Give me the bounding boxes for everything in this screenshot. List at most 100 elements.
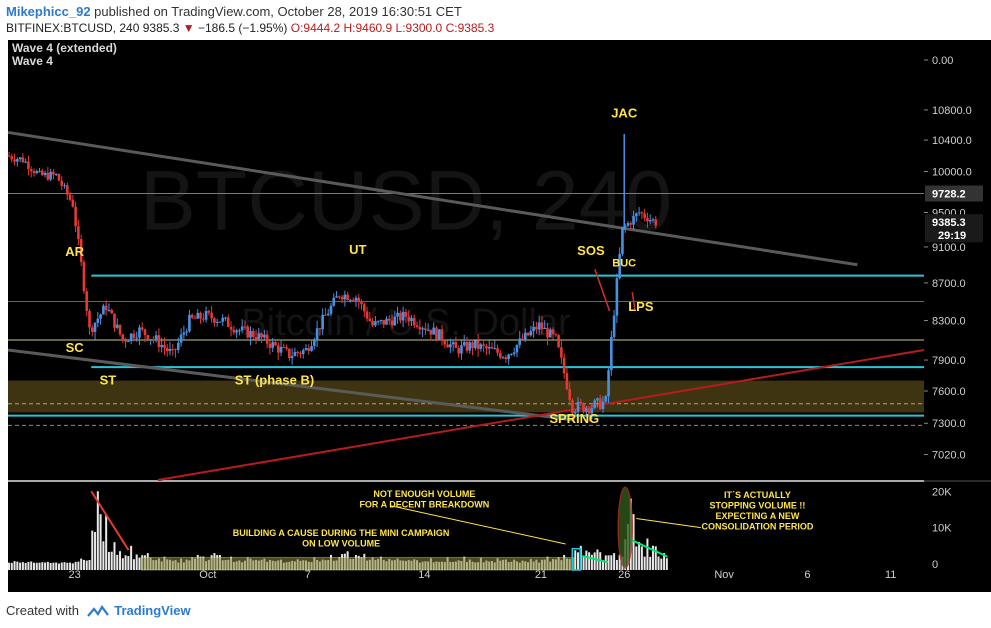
candle-body — [504, 357, 508, 360]
candle-body — [18, 157, 22, 160]
last-price: 9385.3 — [142, 21, 180, 35]
candle — [193, 315, 197, 319]
candle — [374, 315, 377, 327]
candle-body — [435, 327, 438, 340]
candle — [468, 339, 472, 354]
candle-body — [507, 354, 510, 360]
candle-body — [615, 278, 619, 316]
candle — [290, 348, 294, 365]
candle — [168, 341, 172, 356]
candle — [246, 325, 250, 339]
candle — [576, 397, 580, 417]
candle-body — [379, 319, 383, 322]
candle-body — [332, 297, 336, 306]
price-pane — [8, 40, 924, 480]
candle — [282, 343, 286, 348]
volume-bar — [610, 555, 613, 570]
price-tick-label: 8300.0 — [932, 316, 966, 328]
high-value: H:9460.9 — [343, 21, 393, 35]
candle-body — [135, 337, 138, 339]
annotation-spring: SPRING — [549, 411, 599, 426]
price-chart[interactable]: BTCUSD, 240 Bitcoin / U.S. Dollar NOT ENOU… — [0, 40, 991, 592]
candle-body — [60, 180, 64, 186]
candle — [429, 329, 433, 341]
candle-body — [152, 339, 155, 341]
candle-body — [387, 318, 391, 321]
candle-body — [174, 349, 177, 351]
candle — [68, 191, 72, 202]
candle-body — [282, 346, 286, 348]
candles-group — [7, 152, 658, 422]
candle-body — [149, 339, 152, 341]
candle-body — [293, 351, 297, 357]
candle-body — [27, 161, 30, 170]
candle — [393, 310, 397, 326]
price-tick-label: 7600.0 — [932, 386, 966, 398]
candle — [621, 226, 624, 257]
candle — [24, 158, 27, 164]
candle-body — [404, 311, 408, 317]
candle — [426, 323, 430, 331]
spring-volume-line — [582, 555, 608, 564]
candle — [232, 325, 236, 335]
candle-body — [610, 336, 613, 371]
candle — [585, 405, 588, 417]
publisher-name[interactable]: Mikephicc_92 — [6, 4, 91, 19]
candle — [49, 168, 52, 182]
volume-bar — [24, 562, 27, 570]
volume-decline-line — [90, 490, 130, 551]
candle-body — [457, 348, 460, 354]
candle — [32, 168, 36, 177]
candle-body — [479, 344, 483, 349]
volume-bar — [665, 558, 668, 570]
candle — [52, 169, 55, 180]
volume-bar — [127, 556, 130, 570]
candle — [351, 297, 355, 302]
candle — [376, 320, 380, 325]
candle-body — [451, 342, 455, 345]
candle-body — [529, 331, 533, 336]
candle-body — [104, 305, 108, 311]
candle-body — [376, 321, 380, 323]
candle — [571, 398, 574, 419]
candle — [179, 328, 183, 347]
candle-body — [129, 333, 133, 342]
volume-bar — [618, 554, 621, 570]
volume-bar — [10, 562, 13, 570]
candle-body — [421, 328, 424, 330]
candle-body — [515, 344, 519, 353]
candle-body — [393, 316, 397, 326]
candle — [598, 394, 602, 410]
candle — [593, 398, 596, 410]
candle-body — [21, 157, 25, 163]
candle — [146, 334, 150, 342]
candle-body — [99, 314, 102, 319]
candle-body — [140, 327, 144, 330]
candle — [226, 314, 230, 328]
candle-body — [71, 199, 75, 207]
candle — [329, 302, 333, 317]
candle-body — [449, 344, 452, 348]
candle-body — [16, 159, 19, 162]
candle — [321, 308, 324, 336]
candle — [271, 337, 274, 353]
volume-bar — [651, 545, 654, 570]
candle — [646, 212, 649, 228]
candle-body — [454, 342, 458, 349]
candle — [107, 303, 111, 312]
candle-body — [485, 345, 488, 349]
candle-body — [407, 316, 411, 322]
low-volume-box — [140, 556, 575, 571]
candle-body — [226, 317, 230, 327]
candle-body — [207, 311, 211, 313]
candle-body — [462, 341, 466, 346]
candle-body — [548, 329, 552, 338]
candle-body — [418, 326, 422, 330]
candle-body — [437, 329, 441, 340]
candle-body — [623, 225, 627, 227]
candle-body — [215, 321, 219, 323]
tradingview-brand[interactable]: TradingView — [114, 603, 191, 618]
created-with-text: Created with — [6, 603, 79, 618]
candle — [487, 340, 491, 355]
candle-body — [354, 297, 358, 301]
